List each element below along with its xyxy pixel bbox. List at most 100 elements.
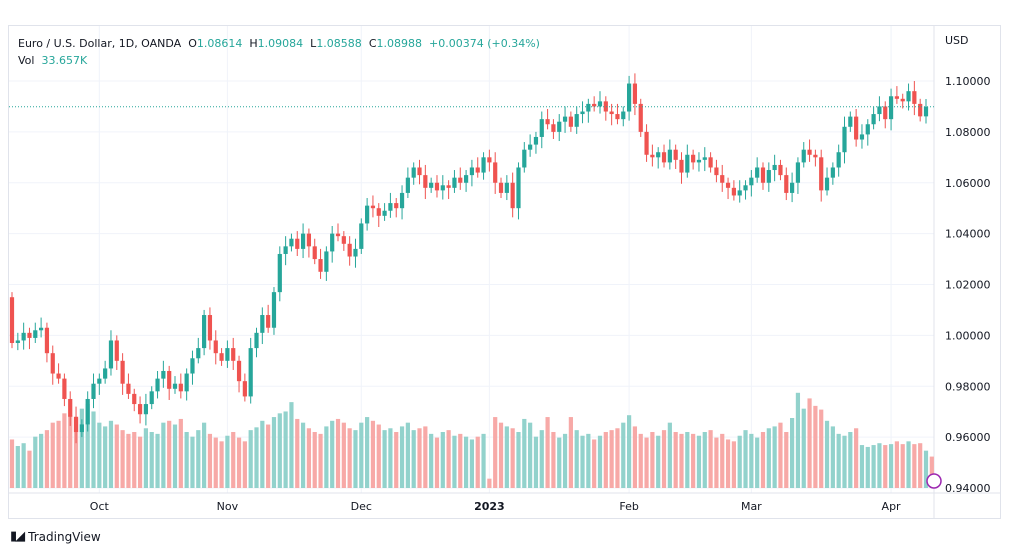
volume-bar	[271, 417, 277, 488]
volume-bar	[283, 411, 288, 488]
volume-bar	[458, 433, 463, 488]
candle-body	[434, 182, 440, 191]
candle-body	[597, 101, 603, 107]
volume-bar	[394, 432, 399, 488]
volume-bar	[597, 435, 603, 488]
close-value: 1.08988	[376, 37, 423, 50]
candle-body	[242, 381, 247, 397]
volume-bar	[522, 418, 527, 488]
volume-bar	[178, 418, 183, 488]
candle-body	[423, 175, 428, 188]
candle-body	[347, 243, 352, 257]
volume-bar	[97, 422, 102, 488]
volume-bar	[167, 420, 172, 488]
candle-body	[574, 114, 579, 127]
candle-body	[236, 360, 242, 382]
candle-body	[312, 246, 317, 260]
volume-bar	[365, 417, 370, 488]
candle-body	[650, 154, 655, 158]
time-axis-label: Dec	[351, 500, 372, 513]
candle-body	[923, 106, 929, 117]
volume-bar	[213, 437, 218, 488]
tradingview-logo-icon: ▮◢	[10, 529, 25, 544]
volume-bar	[114, 424, 119, 488]
volume-bar	[137, 436, 143, 488]
volume-bar	[755, 437, 760, 488]
candle-body	[842, 126, 847, 153]
candle-body	[399, 192, 405, 209]
candle-body	[516, 167, 521, 209]
candle-body	[638, 103, 643, 132]
volume-bar	[184, 432, 189, 488]
tradingview-logo[interactable]: ▮◢ TradingView	[10, 529, 101, 544]
candle-body	[539, 119, 544, 137]
volume-bar	[679, 433, 684, 488]
open-value: 1.08614	[196, 37, 243, 50]
volume-bar	[15, 446, 20, 488]
candle-body	[551, 124, 556, 132]
volume-bar	[912, 444, 917, 488]
volume-bar	[918, 443, 923, 488]
volume-bar	[621, 422, 626, 488]
volume-bar	[848, 432, 853, 488]
candle-body	[376, 208, 381, 216]
volume-bar	[103, 426, 108, 488]
candle-body	[592, 103, 597, 107]
volume-bar	[463, 436, 469, 488]
volume-bar	[440, 432, 445, 488]
volume-bar	[568, 417, 573, 488]
candle-body	[143, 404, 148, 415]
volume-bar	[498, 422, 504, 488]
volume-bar	[929, 456, 934, 488]
volume-bar	[370, 420, 376, 488]
volume-bar	[330, 420, 335, 488]
volume-bar	[819, 409, 824, 488]
symbol-title[interactable]: Euro / U.S. Dollar, 1D, OANDA	[18, 37, 182, 50]
volume-bar	[609, 430, 614, 488]
volume-bar	[574, 430, 579, 488]
candle-body	[324, 251, 329, 272]
candle-body	[446, 185, 451, 188]
candle-body	[621, 111, 626, 120]
volume-bar	[586, 433, 591, 488]
volume-bar	[714, 437, 719, 488]
time-axis-label: Nov	[217, 500, 239, 513]
volume-bar	[557, 437, 562, 488]
volume-bar	[900, 444, 905, 488]
candle-body	[91, 383, 96, 399]
candle-body	[673, 149, 678, 160]
volume-bar	[795, 392, 801, 488]
time-axis-label: Oct	[90, 500, 110, 513]
candle-body	[382, 210, 387, 216]
candle-body	[743, 185, 748, 191]
volume-bar	[149, 432, 154, 488]
volume-bar	[219, 441, 224, 488]
candle-body	[469, 167, 475, 176]
volume-bar	[830, 426, 835, 488]
volume-bar	[39, 433, 44, 488]
volume-bar	[650, 432, 655, 488]
candle-body	[790, 182, 795, 193]
candle-body	[568, 116, 573, 127]
volume-bar	[510, 428, 515, 488]
candle-body	[108, 340, 114, 369]
candle-body	[772, 164, 777, 171]
candle-body	[79, 424, 84, 433]
candle-body	[85, 398, 90, 425]
volume-bar	[68, 415, 73, 488]
volume-bar	[236, 437, 242, 488]
volume-bar	[132, 432, 137, 488]
candle-body	[318, 259, 323, 272]
volume-bar	[388, 428, 393, 488]
candle-body	[452, 177, 457, 188]
candle-body	[359, 223, 364, 249]
candle-body	[795, 162, 801, 183]
candle-body	[463, 175, 469, 183]
candle-body	[632, 83, 638, 104]
candle-body	[498, 182, 504, 193]
volume-bar	[528, 422, 533, 488]
candle-body	[353, 248, 358, 257]
volume-bar	[79, 408, 84, 488]
volume-bar	[743, 430, 748, 488]
